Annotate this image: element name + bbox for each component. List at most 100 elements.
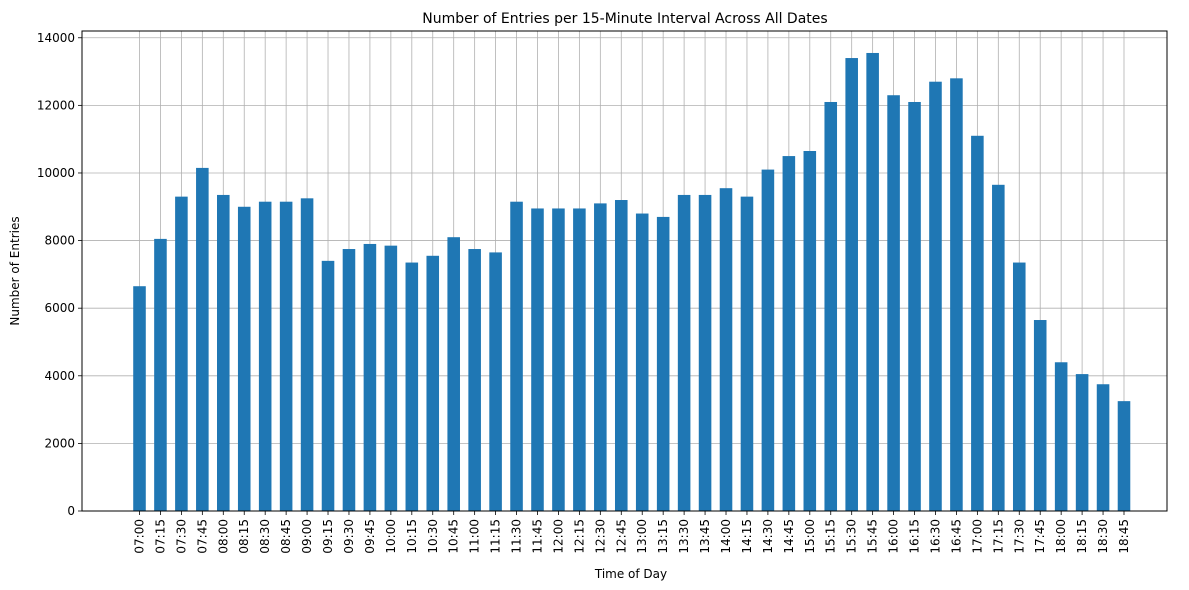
bar (154, 238, 167, 511)
bar (196, 167, 209, 511)
bar (1096, 384, 1110, 511)
x-tick-label: 08:15 (237, 519, 251, 554)
bar (971, 135, 984, 511)
x-tick-label: 13:15 (656, 519, 670, 554)
x-tick-label: 12:15 (572, 519, 586, 554)
bar (656, 216, 670, 511)
x-tick-label: 18:45 (1117, 519, 1131, 554)
bar (279, 201, 293, 511)
bar (719, 188, 733, 511)
bar (929, 81, 942, 511)
bar (489, 252, 502, 511)
bar (468, 249, 481, 511)
bar (552, 208, 565, 511)
chart-title: Number of Entries per 15-Minute Interval… (422, 11, 827, 27)
x-axis: 07:00 07:15 07:30 07:45 08:00 08:15 08:30 08:45… (133, 511, 1131, 554)
x-tick-label: 13:30 (677, 519, 691, 554)
x-tick-label: 10:45 (447, 519, 461, 554)
x-tick-label: 07:30 (174, 519, 188, 554)
y-axis: 0 2000 4000 6000 8000 10000 12000 14000 (37, 31, 82, 518)
x-tick-label: 17:30 (1012, 519, 1026, 554)
x-tick-label: 17:15 (991, 519, 1005, 554)
x-tick-label: 14:30 (761, 519, 775, 554)
x-tick-label: 10:00 (384, 519, 398, 554)
bar (803, 151, 817, 511)
bar (698, 194, 712, 511)
y-tick-label: 10000 (37, 166, 75, 180)
x-tick-label: 08:00 (216, 519, 230, 554)
bar (133, 286, 146, 511)
y-tick-label: 4000 (44, 369, 75, 383)
bar (342, 249, 356, 511)
bar (531, 208, 544, 511)
y-tick-label: 6000 (44, 301, 75, 315)
bar (510, 201, 523, 511)
x-tick-label: 11:00 (468, 519, 482, 554)
bar (887, 95, 900, 512)
bar (950, 78, 963, 511)
x-tick-label: 17:00 (970, 519, 984, 554)
bar (782, 156, 796, 511)
x-axis-label: Time of Day (594, 567, 667, 581)
bar (405, 262, 419, 511)
x-tick-label: 16:00 (887, 519, 901, 554)
x-tick-label: 13:00 (635, 519, 649, 554)
bar (573, 208, 586, 511)
x-tick-label: 14:00 (719, 519, 733, 554)
bar (992, 184, 1005, 512)
x-tick-label: 09:30 (342, 519, 356, 554)
x-tick-label: 12:30 (593, 519, 607, 554)
x-tick-label: 16:30 (928, 519, 942, 554)
bar (1117, 401, 1131, 511)
bar (740, 196, 754, 512)
bar (300, 198, 314, 511)
bar (1012, 262, 1026, 511)
bar (321, 260, 335, 511)
x-tick-label: 16:45 (949, 519, 963, 554)
bar (237, 206, 251, 511)
x-tick-label: 17:45 (1033, 519, 1047, 554)
bar (761, 169, 775, 511)
x-tick-label: 08:45 (279, 519, 293, 554)
x-tick-label: 12:00 (551, 519, 565, 554)
bar (594, 203, 607, 512)
bar (384, 245, 398, 511)
x-tick-label: 12:45 (614, 519, 628, 554)
bar (614, 200, 628, 511)
bar (1054, 362, 1068, 511)
plot-frame (81, 30, 1168, 512)
x-tick-label: 11:30 (510, 519, 524, 554)
x-tick-label: 09:45 (363, 519, 377, 554)
x-tick-label: 10:30 (426, 519, 440, 554)
y-tick-label: 2000 (44, 436, 75, 450)
x-tick-label: 10:15 (405, 519, 419, 554)
x-tick-label: 09:00 (300, 519, 314, 554)
x-tick-label: 16:15 (908, 519, 922, 554)
y-axis-label: Number of Entries (8, 216, 22, 325)
y-tick-label: 8000 (44, 234, 75, 248)
y-tick-label: 14000 (37, 31, 75, 45)
bar (845, 58, 858, 511)
x-tick-label: 07:45 (195, 519, 209, 554)
x-tick-label: 15:00 (803, 519, 817, 554)
bar (824, 101, 838, 512)
bar (363, 243, 377, 511)
bar (426, 255, 440, 511)
x-tick-label: 13:45 (698, 519, 712, 554)
x-tick-label: 11:15 (489, 519, 503, 554)
bar (447, 237, 460, 511)
bar (258, 201, 272, 511)
bar (677, 194, 691, 511)
bar (908, 101, 921, 512)
x-tick-label: 15:30 (845, 519, 859, 554)
bar (866, 52, 879, 511)
x-tick-label: 18:30 (1096, 519, 1110, 554)
y-tick-label: 12000 (37, 98, 75, 112)
x-tick-label: 18:00 (1054, 519, 1068, 554)
x-tick-label: 14:45 (782, 519, 796, 554)
x-tick-label: 09:15 (321, 519, 335, 554)
x-tick-label: 18:15 (1075, 519, 1089, 554)
y-tick-label: 0 (67, 504, 75, 518)
bar (1075, 374, 1089, 511)
